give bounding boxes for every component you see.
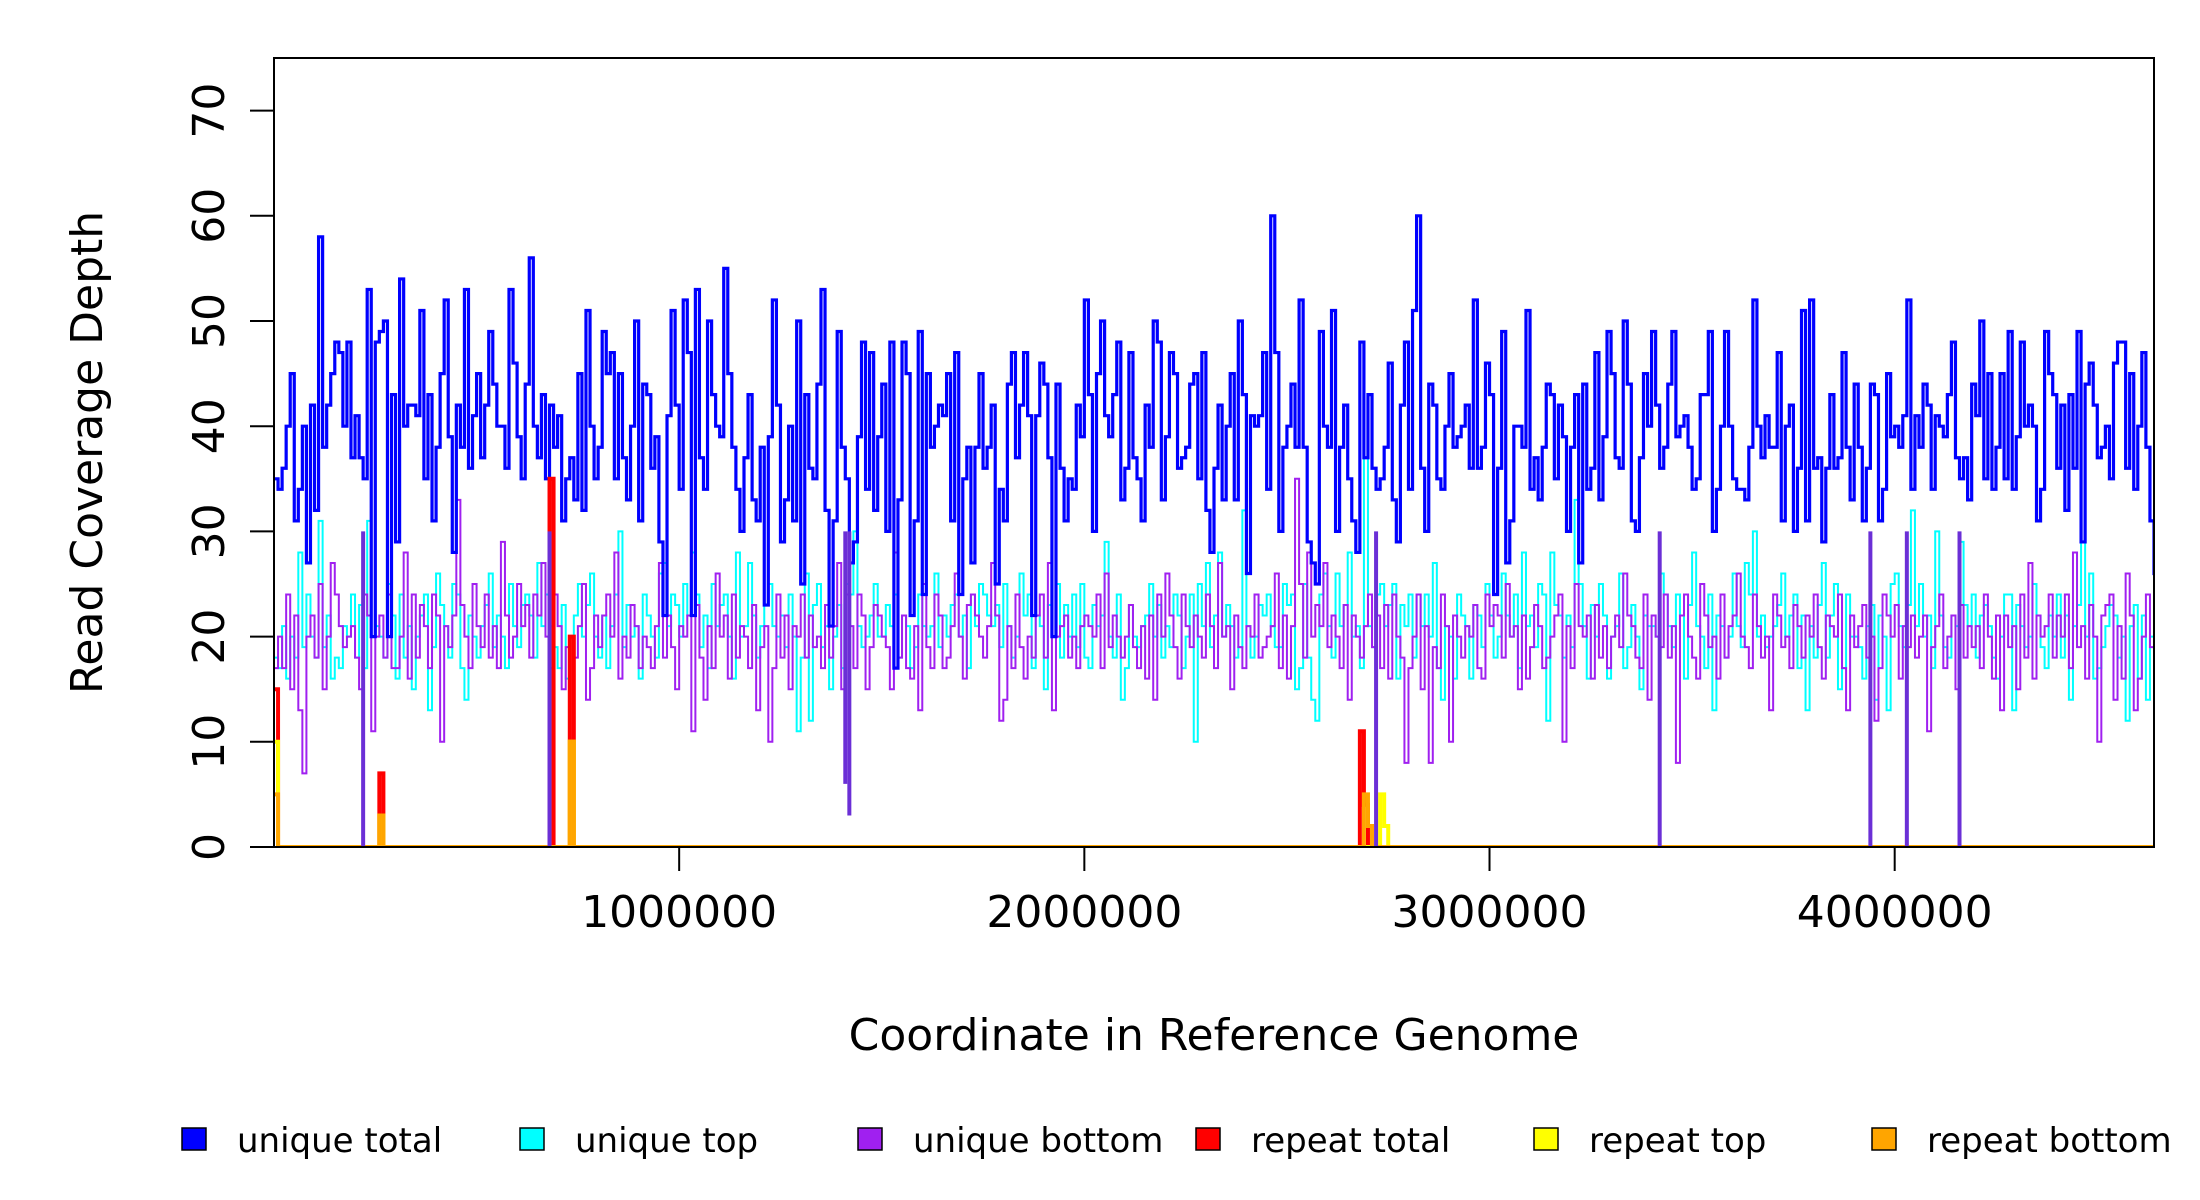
legend: unique total unique top unique bottom repea… <box>181 1121 2172 1161</box>
x-axis-title: Coordinate in Reference Genome <box>849 1010 1580 1061</box>
legend-swatch <box>1871 1127 1897 1151</box>
series-layer <box>274 214 2154 847</box>
x-tick-label: 4000000 <box>1797 887 1993 938</box>
y-tick-label: 20 <box>184 609 235 665</box>
y-axis-title: Read Coverage Depth <box>62 211 113 694</box>
series-line-unique-total <box>274 214 2154 670</box>
x-tick-label: 2000000 <box>986 887 1182 938</box>
legend-item: repeat top <box>1533 1121 1766 1161</box>
legend-item: unique total <box>181 1121 442 1161</box>
y-tick-label: 60 <box>184 188 235 244</box>
legend-swatch <box>1533 1127 1559 1151</box>
legend-item: unique bottom <box>857 1121 1163 1161</box>
y-tick-label: 30 <box>184 503 235 559</box>
legend-swatch <box>857 1127 883 1151</box>
legend-label: repeat top <box>1589 1121 1766 1161</box>
y-tick-label: 50 <box>184 293 235 349</box>
legend-item: repeat total <box>1195 1121 1450 1161</box>
plot-frame <box>273 57 2155 848</box>
legend-item: unique top <box>519 1121 758 1161</box>
series-line-unique-bottom <box>274 477 2154 775</box>
legend-label: unique bottom <box>913 1121 1163 1161</box>
y-tick-label: 0 <box>184 833 235 861</box>
legend-swatch <box>519 1127 545 1151</box>
legend-label: repeat bottom <box>1927 1121 2172 1161</box>
legend-item: repeat bottom <box>1871 1121 2172 1161</box>
legend-swatch <box>1195 1127 1221 1151</box>
y-tick-label: 40 <box>184 398 235 454</box>
legend-label: repeat total <box>1251 1121 1450 1161</box>
axis-layer: 0 10 20 30 40 50 60 70 1000000 2000000 3000000 4000… <box>184 83 1993 938</box>
y-tick-label: 10 <box>184 714 235 770</box>
legend-swatch <box>181 1127 207 1151</box>
x-tick-label: 1000000 <box>581 887 777 938</box>
legend-label: unique top <box>575 1121 758 1161</box>
legend-label: unique total <box>237 1121 442 1161</box>
y-tick-label: 70 <box>184 83 235 139</box>
x-tick-label: 3000000 <box>1392 887 1588 938</box>
